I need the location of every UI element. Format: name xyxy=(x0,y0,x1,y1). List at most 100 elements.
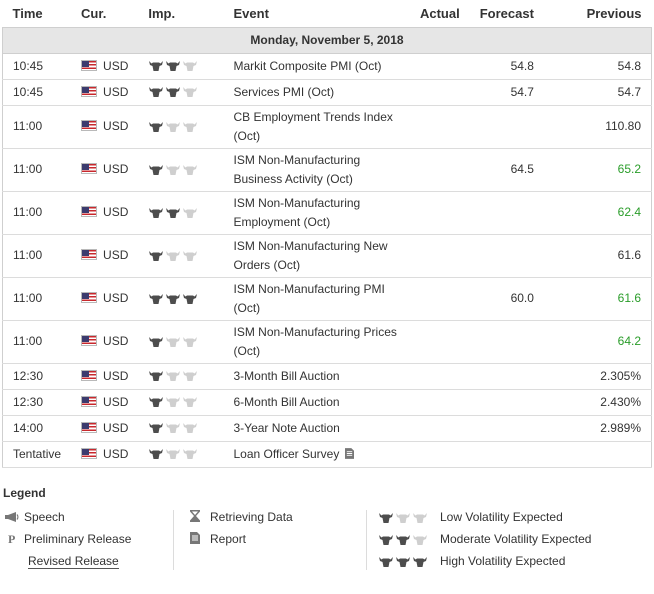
hourglass-icon xyxy=(190,510,210,525)
bull-icon xyxy=(148,60,164,72)
us-flag-icon xyxy=(81,447,98,459)
bull-icon xyxy=(182,422,198,434)
bull-icon xyxy=(182,293,198,305)
event-actual xyxy=(407,52,470,80)
legend-high-volatility: High Volatility Expected xyxy=(378,554,565,568)
bull-icon xyxy=(395,534,411,546)
event-importance xyxy=(138,104,224,149)
event-currency: USD xyxy=(71,52,139,80)
table-header-row: Time Cur. Imp. Event Actual Forecast Pre… xyxy=(2,0,652,27)
event-name-cell[interactable]: Loan Officer Survey xyxy=(223,440,408,468)
legend-revised: Revised Release xyxy=(28,554,119,569)
event-time: 10:45 xyxy=(2,78,72,106)
event-row[interactable]: 11:00 USD ISM Non-Manufacturing Prices (Oc… xyxy=(2,319,652,364)
event-forecast xyxy=(469,190,544,235)
event-row[interactable]: 10:45 USD Services PMI (Oct) 54.7 54.7 xyxy=(2,78,652,106)
col-header-currency[interactable]: Cur. xyxy=(71,0,139,27)
report-icon[interactable] xyxy=(345,446,355,459)
bull-icon xyxy=(148,370,164,382)
event-previous: 110.80 xyxy=(543,104,652,149)
event-forecast xyxy=(469,440,544,468)
event-row[interactable]: 14:00 USD 3-Year Note Auction 2.989% xyxy=(2,414,652,442)
event-name-cell[interactable]: Markit Composite PMI (Oct) xyxy=(223,52,408,80)
event-importance xyxy=(138,414,224,442)
event-name[interactable]: 3-Month Bill Auction xyxy=(233,368,340,383)
event-previous: 54.8 xyxy=(543,52,652,80)
event-name[interactable]: ISM Non-Manufacturing Employment (Oct) xyxy=(233,195,361,229)
us-flag-icon xyxy=(81,369,98,381)
event-previous: 62.4 xyxy=(543,190,652,235)
event-name[interactable]: Loan Officer Survey xyxy=(233,446,340,461)
bull-icon xyxy=(182,60,198,72)
col-header-previous[interactable]: Previous xyxy=(543,0,652,27)
event-row[interactable]: 12:30 USD 6-Month Bill Auction 2.430% xyxy=(2,388,652,416)
event-forecast xyxy=(469,414,544,442)
legend-speech-label: Speech xyxy=(24,510,65,524)
currency-code: USD xyxy=(103,119,129,133)
col-header-event[interactable]: Event xyxy=(223,0,408,27)
us-flag-icon xyxy=(81,292,98,303)
bull-icon xyxy=(165,396,181,408)
col-header-importance[interactable]: Imp. xyxy=(138,0,224,27)
event-name-cell[interactable]: CB Employment Trends Index (Oct) xyxy=(223,104,408,149)
event-name-cell[interactable]: Services PMI (Oct) xyxy=(223,78,408,106)
us-flag-icon xyxy=(81,85,98,97)
event-forecast: 54.7 xyxy=(469,78,544,106)
event-name-cell[interactable]: 3-Month Bill Auction xyxy=(223,362,408,390)
megaphone-icon xyxy=(4,511,24,525)
currency-code: USD xyxy=(103,420,129,435)
event-row[interactable]: 12:30 USD 3-Month Bill Auction 2.305% xyxy=(2,362,652,390)
currency-code: USD xyxy=(103,446,129,461)
event-row[interactable]: 11:00 USD ISM Non-Manufacturing Business A… xyxy=(2,147,652,192)
bull-icon xyxy=(182,370,198,382)
event-time: 11:00 xyxy=(2,233,72,278)
event-name-cell[interactable]: ISM Non-Manufacturing Employment (Oct) xyxy=(223,190,408,235)
bull-icon xyxy=(378,556,394,568)
event-previous: 54.7 xyxy=(543,78,652,106)
col-header-forecast[interactable]: Forecast xyxy=(469,0,544,27)
event-row[interactable]: 11:00 USD ISM Non-Manufacturing Employment… xyxy=(2,190,652,235)
bull-icon xyxy=(378,512,394,524)
event-name-cell[interactable]: 6-Month Bill Auction xyxy=(223,388,408,416)
event-currency: USD xyxy=(71,190,139,235)
bull-icon xyxy=(148,422,164,434)
low-volatility-bulls-icon xyxy=(378,510,440,524)
event-previous: 65.2 xyxy=(543,147,652,192)
event-name-cell[interactable]: ISM Non-Manufacturing PMI (Oct) xyxy=(223,276,408,321)
event-name[interactable]: ISM Non-Manufacturing New Orders (Oct) xyxy=(233,238,388,272)
event-name-cell[interactable]: 3-Year Note Auction xyxy=(223,414,408,442)
event-name-cell[interactable]: ISM Non-Manufacturing Prices (Oct) xyxy=(223,319,408,364)
col-header-actual[interactable]: Actual xyxy=(407,0,470,27)
event-row[interactable]: 10:45 USD Markit Composite PMI (Oct) 54.8 54… xyxy=(2,52,652,80)
event-name-cell[interactable]: ISM Non-Manufacturing New Orders (Oct) xyxy=(223,233,408,278)
event-row[interactable]: 11:00 USD ISM Non-Manufacturing PMI (Oct) 6… xyxy=(2,276,652,321)
event-actual xyxy=(407,388,470,416)
event-name[interactable]: 3-Year Note Auction xyxy=(233,420,340,435)
event-currency: USD xyxy=(71,414,139,442)
event-name[interactable]: Services PMI (Oct) xyxy=(233,84,335,99)
event-time: 10:45 xyxy=(2,52,72,80)
event-name[interactable]: 6-Month Bill Auction xyxy=(233,394,340,409)
event-currency: USD xyxy=(71,78,139,106)
event-name-cell[interactable]: ISM Non-Manufacturing Business Activity … xyxy=(223,147,408,192)
bull-icon xyxy=(148,336,164,348)
event-importance xyxy=(138,52,224,80)
event-name[interactable]: CB Employment Trends Index (Oct) xyxy=(233,109,393,143)
legend-retrieving: Retrieving Data xyxy=(190,510,293,525)
event-importance xyxy=(138,276,224,321)
col-header-time[interactable]: Time xyxy=(2,0,72,27)
event-row[interactable]: 11:00 USD CB Employment Trends Index (Oct)… xyxy=(2,104,652,149)
event-actual xyxy=(407,362,470,390)
event-importance xyxy=(138,78,224,106)
event-row[interactable]: 11:00 USD ISM Non-Manufacturing New Orders… xyxy=(2,233,652,278)
event-importance xyxy=(138,388,224,416)
event-name[interactable]: Markit Composite PMI (Oct) xyxy=(233,58,382,73)
event-row[interactable]: Tentative USD Loan Officer Survey xyxy=(2,440,652,468)
report-icon xyxy=(190,532,210,547)
event-name[interactable]: ISM Non-Manufacturing PMI (Oct) xyxy=(233,281,385,315)
us-flag-icon xyxy=(81,59,98,71)
event-forecast: 54.8 xyxy=(469,52,544,80)
bull-icon xyxy=(165,250,181,262)
event-name[interactable]: ISM Non-Manufacturing Prices (Oct) xyxy=(233,324,397,358)
event-name[interactable]: ISM Non-Manufacturing Business Activity … xyxy=(233,152,361,186)
